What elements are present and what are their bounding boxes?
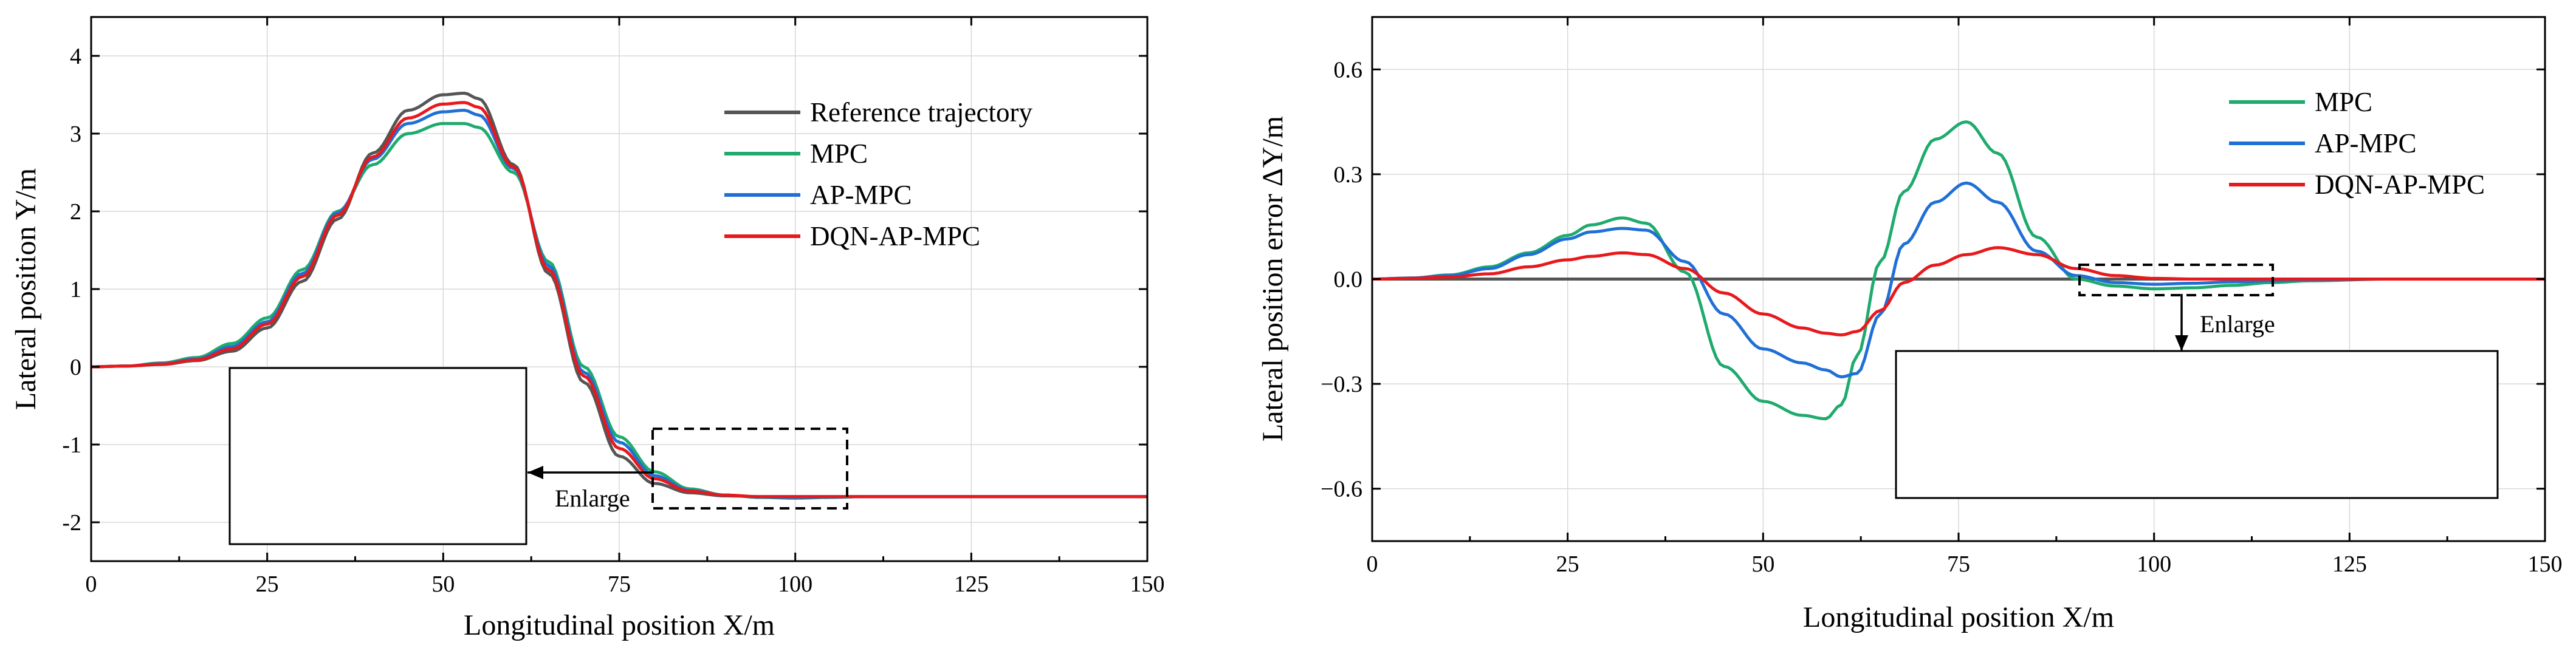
legend-label: Reference trajectory bbox=[810, 97, 1032, 128]
chart-right: 0 25 50 75 100 125 150 −0.6 −0.3 0.0 0.3 0.6 Longitu… bbox=[1257, 16, 2563, 633]
right-inset bbox=[1895, 350, 2499, 499]
series-line-dqn-ap-mpc bbox=[91, 101, 1147, 499]
chart-left: 0 25 50 75 100 125 150 -2 -1 0 1 2 3 4 Longitudinal po… bbox=[10, 16, 1165, 641]
left-series-group bbox=[91, 91, 1147, 500]
arrow-head bbox=[2175, 335, 2188, 351]
y-tick-label: -1 bbox=[62, 432, 81, 458]
x-tick-label: 150 bbox=[1130, 571, 1165, 597]
y-tick-label: −0.3 bbox=[1321, 372, 1362, 397]
legend-label: DQN-AP-MPC bbox=[810, 221, 980, 251]
right-legend: MPC AP-MPC DQN-AP-MPC bbox=[2229, 87, 2485, 200]
y-tick-label: 0.3 bbox=[1334, 162, 1363, 188]
left-zoom-box bbox=[651, 428, 848, 510]
x-tick-label: 0 bbox=[86, 571, 97, 597]
legend-label: MPC bbox=[810, 138, 868, 169]
y-axis-title: Lateral position error ΔY/m bbox=[1257, 116, 1289, 442]
right-enlarge-arrow bbox=[2175, 294, 2188, 351]
left-legend: Reference trajectory MPC AP-MPC DQN-AP-MPC bbox=[724, 97, 1032, 251]
legend-label: AP-MPC bbox=[810, 180, 912, 210]
y-tick-label: 0 bbox=[70, 355, 81, 380]
x-tick-label: 50 bbox=[1751, 551, 1774, 577]
y-tick-label: 1 bbox=[70, 277, 81, 302]
x-tick-label: 25 bbox=[256, 571, 279, 597]
enlarge-label: Enlarge bbox=[555, 485, 630, 512]
y-tick-label: −0.6 bbox=[1321, 477, 1362, 502]
x-axis-title: Longitudinal position X/m bbox=[464, 609, 775, 641]
left-enlarge-arrow bbox=[527, 466, 654, 479]
y-tick-label: -2 bbox=[62, 510, 81, 536]
x-tick-label: 75 bbox=[608, 571, 631, 597]
x-tick-label: 125 bbox=[954, 571, 989, 597]
y-tick-label: 2 bbox=[70, 199, 81, 225]
inset-border bbox=[1895, 350, 2499, 499]
x-tick-label: 50 bbox=[431, 571, 455, 597]
legend-label: MPC bbox=[2315, 87, 2372, 117]
x-tick-label: 150 bbox=[2528, 551, 2563, 577]
left-inset bbox=[228, 367, 527, 545]
arrow-head bbox=[527, 466, 543, 479]
x-tick-label: 0 bbox=[1367, 551, 1378, 577]
y-tick-label: 0.6 bbox=[1334, 57, 1363, 83]
left-grid bbox=[91, 17, 1148, 561]
inset-border bbox=[228, 367, 527, 545]
right-series-group bbox=[1372, 120, 2545, 421]
y-axis-title: Lateral position Y/m bbox=[10, 168, 42, 410]
y-tick-label: 3 bbox=[70, 121, 81, 147]
enlarge-label: Enlarge bbox=[2200, 310, 2275, 338]
y-tick-label: 0.0 bbox=[1334, 267, 1363, 293]
y-tick-label: 4 bbox=[70, 44, 81, 69]
x-tick-label: 25 bbox=[1556, 551, 1579, 577]
x-tick-label: 125 bbox=[2332, 551, 2367, 577]
right-zoom-box bbox=[2078, 264, 2274, 296]
legend-label: DQN-AP-MPC bbox=[2315, 169, 2485, 200]
legend-label: AP-MPC bbox=[2315, 128, 2417, 159]
series-line-dqn-ap-mpc bbox=[1372, 246, 2545, 337]
x-tick-label: 100 bbox=[2137, 551, 2171, 577]
x-axis-title: Longitudinal position X/m bbox=[1803, 601, 2114, 633]
x-tick-label: 75 bbox=[1947, 551, 1970, 577]
x-tick-label: 100 bbox=[778, 571, 812, 597]
